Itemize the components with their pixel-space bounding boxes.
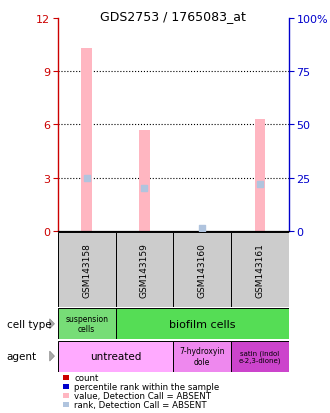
Point (199, 225, 205, 231)
Bar (173, 341, 231, 372)
Text: percentile rank within the sample: percentile rank within the sample (74, 382, 219, 391)
Bar (173, 233, 231, 308)
Bar (58, 233, 115, 308)
Text: biofilm cells: biofilm cells (169, 319, 235, 329)
Text: rank, Detection Call = ABSENT: rank, Detection Call = ABSENT (74, 400, 207, 409)
Bar (58, 309, 115, 339)
Bar (58, 341, 173, 372)
Text: 7-hydroxyin
dole: 7-hydroxyin dole (180, 347, 225, 366)
Polygon shape (50, 319, 54, 329)
Text: suspension
cells: suspension cells (65, 314, 108, 334)
Bar (139, 130, 149, 231)
Text: agent: agent (7, 351, 37, 361)
Bar (231, 233, 289, 308)
Bar (115, 309, 289, 339)
Text: cell type: cell type (7, 319, 51, 329)
Text: GSM143161: GSM143161 (255, 243, 264, 297)
Point (257, 181, 263, 188)
Text: satin (indol
e-2,3-dione): satin (indol e-2,3-dione) (239, 349, 281, 363)
Bar (63, 375, 69, 380)
Text: GSM143160: GSM143160 (198, 243, 207, 297)
Bar (115, 233, 173, 308)
Bar (63, 384, 69, 389)
Bar (63, 402, 69, 407)
Text: GSM143158: GSM143158 (82, 243, 91, 297)
Bar (255, 120, 265, 231)
Bar (63, 393, 69, 398)
Point (84, 175, 89, 181)
Polygon shape (50, 351, 54, 361)
Text: GSM143159: GSM143159 (140, 243, 149, 297)
Text: GDS2753 / 1765083_at: GDS2753 / 1765083_at (100, 10, 246, 23)
Text: value, Detection Call = ABSENT: value, Detection Call = ABSENT (74, 391, 211, 400)
Point (142, 185, 147, 192)
Bar (231, 341, 289, 372)
Bar (82, 49, 92, 231)
Text: untreated: untreated (90, 351, 141, 361)
Text: count: count (74, 373, 98, 382)
